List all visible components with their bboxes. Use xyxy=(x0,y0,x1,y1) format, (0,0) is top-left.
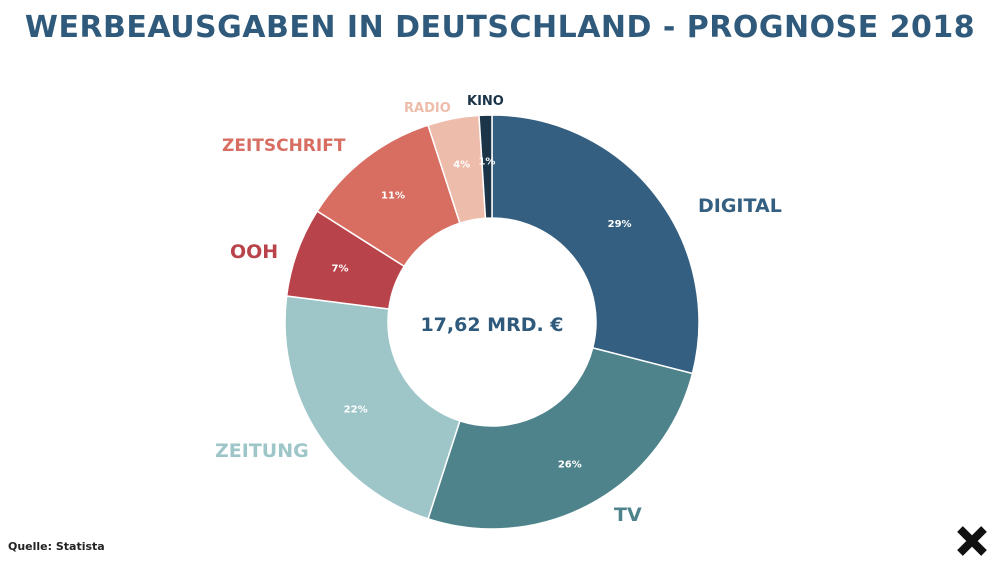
category-label-ooh: OOH xyxy=(230,241,278,263)
slice-tv xyxy=(427,346,694,530)
donut-slices xyxy=(284,114,700,530)
category-label-tv: TV xyxy=(614,504,642,526)
donut-value-labels: 29% 26% 22% 7% 11% 4% 1% xyxy=(332,157,632,471)
chart-title: WERBEAUSGABEN IN DEUTSCHLAND - PROGNOSE … xyxy=(24,10,976,45)
value-label-digital: 29% xyxy=(608,219,632,230)
category-label-digital: DIGITAL xyxy=(698,195,782,217)
center-total-label: 17,62 MRD. € xyxy=(420,314,563,336)
category-label-zeitschrift: ZEITSCHRIFT xyxy=(222,136,346,156)
value-label-zeitung: 22% xyxy=(344,405,368,416)
value-label-ooh: 7% xyxy=(332,263,349,274)
category-label-zeitung: ZEITUNG xyxy=(215,440,309,462)
category-label-kino: KINO xyxy=(467,94,504,109)
source-note: Quelle: Statista xyxy=(8,540,105,553)
category-label-radio: RADIO xyxy=(404,101,451,116)
value-label-tv: 26% xyxy=(558,460,582,471)
close-x-icon[interactable] xyxy=(955,524,989,558)
slice-kino xyxy=(478,114,493,220)
value-label-zeitschrift: 11% xyxy=(381,190,405,201)
value-label-kino: 1% xyxy=(478,157,495,168)
slice-zeitung xyxy=(284,295,461,520)
slice-digital xyxy=(491,114,700,375)
value-label-radio: 4% xyxy=(453,159,470,170)
donut-category-labels: DIGITAL TV ZEITUNG OOH ZEITSCHRIFT RADIO KINO xyxy=(215,94,782,526)
